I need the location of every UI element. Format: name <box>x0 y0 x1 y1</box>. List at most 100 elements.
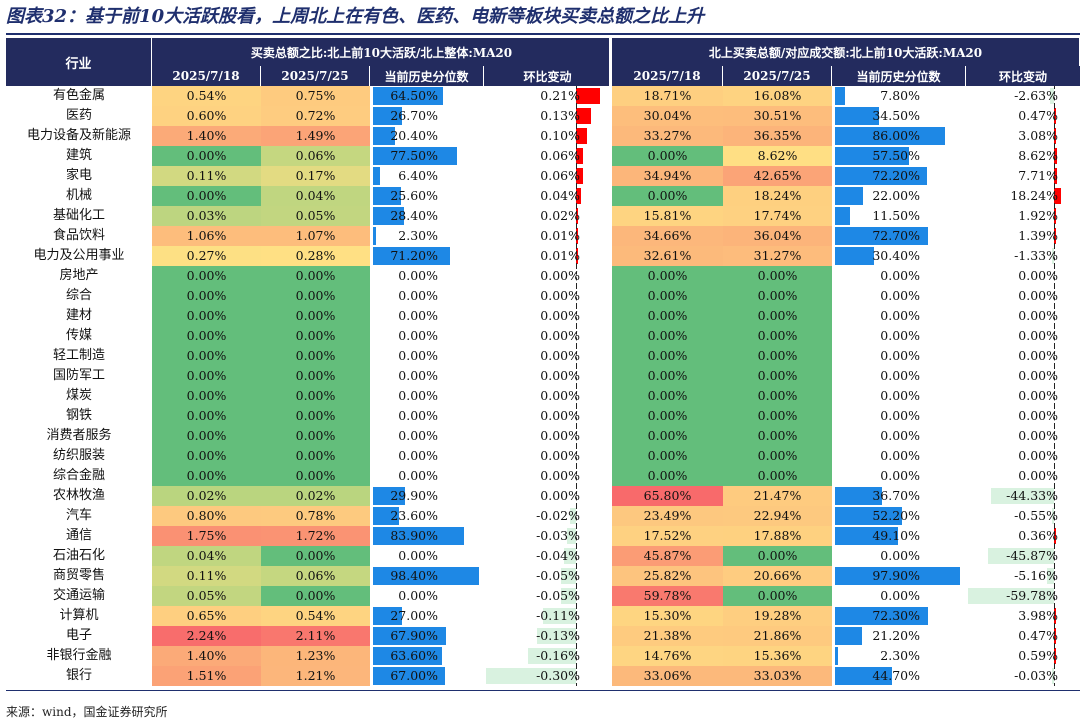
change-bar-positive <box>576 148 583 164</box>
percentile-bar <box>835 127 946 145</box>
percentile-value: 20.40% <box>390 128 438 143</box>
change-value: 0.21% <box>540 88 580 103</box>
percentile-bar <box>835 567 961 585</box>
change-value: 0.00% <box>540 408 580 423</box>
industry-label: 有色金属 <box>52 88 105 103</box>
data-table: 行业 买卖总额之比:北上前10大活跃/北上整体:MA20 北上买卖总额/对应成交… <box>6 38 1080 689</box>
table-row: 基础化工 0.03% 0.05% 15.81% 17.74% 28.40% 11.50% 0.… <box>6 206 1080 226</box>
change-axis <box>1054 546 1055 566</box>
heat-cell-r-d2: 16.08% <box>723 86 832 106</box>
header-left-date1: 2025/7/18 <box>152 66 261 86</box>
industry-label: 建筑 <box>65 148 92 163</box>
percentile-value: 63.60% <box>390 648 438 663</box>
percentile-bar <box>373 107 402 125</box>
industry-label: 食品饮料 <box>52 228 105 243</box>
change-axis <box>1054 266 1055 286</box>
change-bar-negative <box>1046 568 1054 584</box>
heat-cell-r-d1: 14.76% <box>612 646 723 666</box>
percentile-value: 86.00% <box>872 128 920 143</box>
change-axis <box>1054 206 1055 226</box>
percentile-bar <box>835 167 928 185</box>
change-axis <box>576 386 577 406</box>
percentile-value: 0.00% <box>880 588 920 603</box>
heat-cell-l-d1: 0.00% <box>152 146 261 166</box>
percentile-value: 22.00% <box>872 188 920 203</box>
percentile-value: 98.40% <box>390 568 438 583</box>
change-bar-positive <box>1054 228 1056 244</box>
percentile-bar <box>835 227 929 245</box>
table-row: 钢铁 0.00% 0.00% 0.00% 0.00% 0.00% 0.00% 0.00% 0.0… <box>6 406 1080 426</box>
heat-cell-l-d1: 0.04% <box>152 546 261 566</box>
percentile-bar <box>373 127 395 145</box>
heat-cell-r-d1: 0.00% <box>612 426 723 446</box>
change-bar-negative <box>567 528 576 544</box>
change-bar-positive <box>1054 108 1056 124</box>
change-bar-positive <box>576 168 583 184</box>
industry-label: 家电 <box>65 168 92 183</box>
heat-cell-l-d1: 2.24% <box>152 626 261 646</box>
change-bar-negative <box>528 648 576 664</box>
heat-cell-r-d1: 34.94% <box>612 166 723 186</box>
change-value: 0.00% <box>1018 348 1058 363</box>
percentile-value: 2.30% <box>398 228 438 243</box>
change-axis <box>576 406 577 426</box>
percentile-value: 0.00% <box>880 468 920 483</box>
source-note: 来源：wind，国金证券研究所 <box>6 705 168 719</box>
table-row: 机械 0.00% 0.04% 0.00% 18.24% 25.60% 22.00% 0.04%… <box>6 186 1080 206</box>
change-axis <box>1054 606 1055 626</box>
change-axis <box>576 666 577 686</box>
percentile-value: 0.00% <box>398 468 438 483</box>
table-row: 有色金属 0.54% 0.75% 18.71% 16.08% 64.50% 7.80% 0.2… <box>6 86 1080 106</box>
heat-cell-r-d1: 32.61% <box>612 246 723 266</box>
percentile-value: 0.00% <box>398 368 438 383</box>
change-axis <box>576 566 577 586</box>
industry-label: 医药 <box>65 108 92 123</box>
table-row: 消费者服务 0.00% 0.00% 0.00% 0.00% 0.00% 0.00% 0.00%… <box>6 426 1080 446</box>
change-bar-negative <box>570 508 576 524</box>
change-axis <box>576 166 577 186</box>
change-axis <box>1054 386 1055 406</box>
percentile-value: 72.30% <box>872 608 920 623</box>
percentile-value: 52.20% <box>872 508 920 523</box>
percentile-value: 0.00% <box>398 308 438 323</box>
change-axis <box>576 426 577 446</box>
heat-cell-r-d1: 0.00% <box>612 146 723 166</box>
table-row: 交通运输 0.05% 0.00% 59.78% 0.00% 0.00% 0.00% -0.05… <box>6 586 1080 606</box>
percentile-value: 67.90% <box>390 628 438 643</box>
change-bar-positive <box>1054 608 1056 624</box>
table-row: 电力设备及新能源 1.40% 1.49% 33.27% 36.35% 20.40% 86.0… <box>6 126 1080 146</box>
change-axis <box>576 446 577 466</box>
change-value: 0.00% <box>540 328 580 343</box>
industry-label: 计算机 <box>59 608 99 623</box>
change-value: -0.03% <box>536 528 580 543</box>
title-rule <box>6 33 1080 35</box>
percentile-value: 64.50% <box>390 88 438 103</box>
change-bar-negative <box>561 588 576 604</box>
table-row: 石油石化 0.04% 0.00% 45.87% 0.00% 0.00% 0.00% -0.04… <box>6 546 1080 566</box>
change-axis <box>576 226 577 246</box>
percentile-value: 23.60% <box>390 508 438 523</box>
heat-cell-r-d2: 30.51% <box>723 106 832 126</box>
industry-label: 房地产 <box>59 268 99 283</box>
heat-cell-l-d2: 0.00% <box>261 306 370 326</box>
percentile-bar <box>835 607 928 625</box>
change-value: 0.47% <box>1018 108 1058 123</box>
change-value: 0.00% <box>540 388 580 403</box>
percentile-value: 57.50% <box>872 148 920 163</box>
percentile-value: 0.00% <box>880 428 920 443</box>
change-axis <box>1054 446 1055 466</box>
heat-cell-l-d1: 1.75% <box>152 526 261 546</box>
change-value: 0.01% <box>540 248 580 263</box>
heat-cell-l-d2: 0.00% <box>261 266 370 286</box>
percentile-value: 6.40% <box>398 168 438 183</box>
change-axis <box>576 266 577 286</box>
change-axis <box>1054 286 1055 306</box>
heat-cell-l-d2: 1.72% <box>261 526 370 546</box>
heat-cell-r-d2: 36.35% <box>723 126 832 146</box>
percentile-value: 0.00% <box>398 408 438 423</box>
figure-title: 图表32：基于前10大活跃股看，上周北上在有色、医药、电新等板块买卖总额之比上升 <box>6 6 705 27</box>
heat-cell-r-d1: 34.66% <box>612 226 723 246</box>
table-row: 银行 1.51% 1.21% 33.06% 33.03% 67.00% 44.70% -0.3… <box>6 666 1080 686</box>
change-value: 0.59% <box>1018 648 1058 663</box>
table-row: 家电 0.11% 0.17% 34.94% 42.65% 6.40% 72.20% 0.06%… <box>6 166 1080 186</box>
